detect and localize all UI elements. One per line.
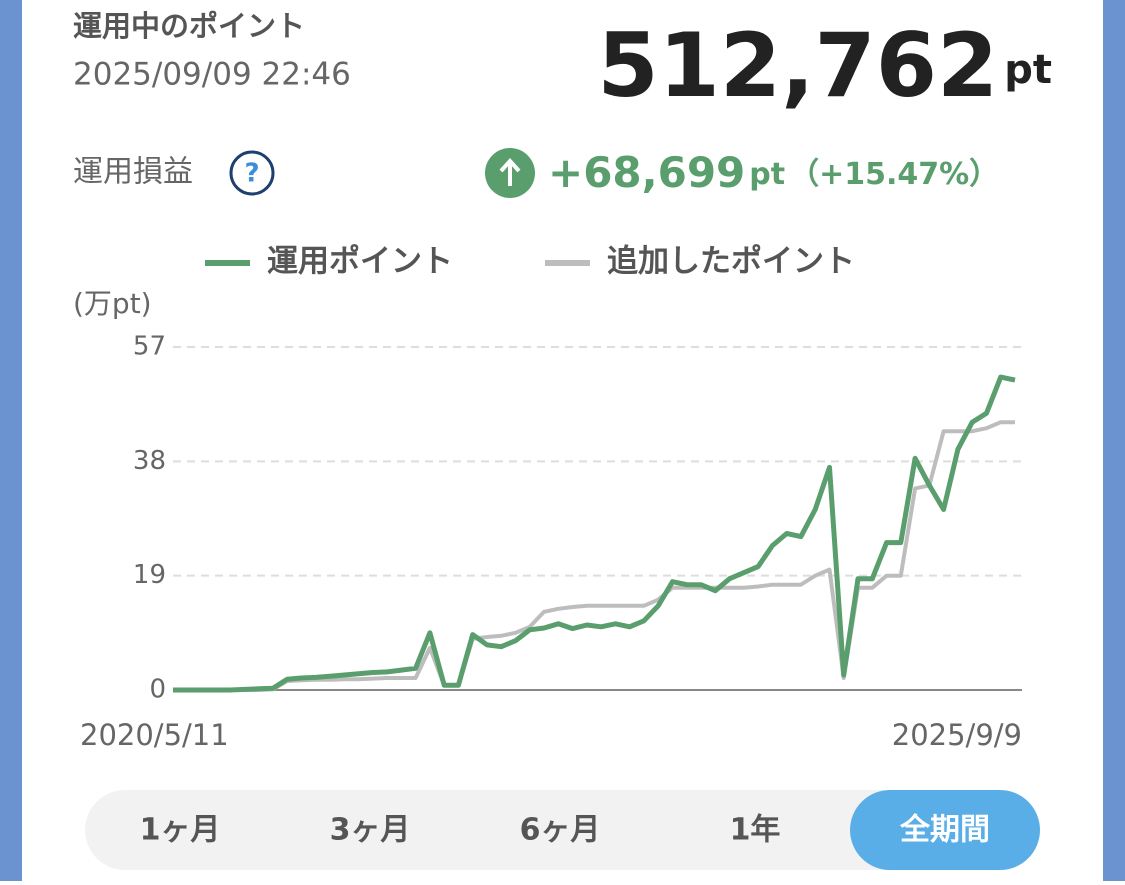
y-tick-label: 57	[133, 332, 166, 362]
y-tick-label: 38	[133, 446, 166, 476]
tab-active-bg[interactable]	[850, 790, 1040, 870]
tabs: 1ヶ月 3ヶ月 6ヶ月 1年 全期間	[140, 790, 1040, 870]
tab[interactable]: 3ヶ月	[330, 813, 411, 848]
gain-label: 運用損益	[73, 155, 193, 190]
gain: +68,699 pt （+15.47%）	[548, 148, 999, 197]
series-line	[173, 374, 1016, 693]
legend-label: 追加したポイント	[607, 244, 855, 280]
help-icon[interactable]	[229, 150, 275, 196]
chart: 0 19 38 57 2020/5/11 2025/9/9 運用ポイント 追加したポイント	[80, 244, 1022, 752]
title: 運用中のポイント	[73, 9, 305, 43]
y-axis-label: (万pt)	[73, 287, 152, 320]
datetime: 2025/09/09 22:46	[73, 57, 351, 93]
right-border	[1103, 0, 1125, 881]
help-text[interactable]: ?	[244, 159, 259, 189]
x-tick-label: 2025/9/9	[892, 718, 1022, 752]
legend-label: 運用ポイント	[267, 244, 453, 280]
x-tick-label: 2020/5/11	[80, 718, 229, 752]
gain-unit: pt	[749, 157, 785, 192]
tab[interactable]: 6ヶ月	[520, 813, 601, 848]
total: 512,762 pt	[597, 14, 1052, 117]
y-tick-label: 0	[149, 675, 166, 705]
tab[interactable]: 1年	[730, 813, 781, 848]
y-tick-label: 19	[133, 560, 166, 590]
tab-bar	[85, 790, 1040, 870]
tab-active[interactable]: 全期間	[899, 813, 990, 848]
total-unit: pt	[1004, 47, 1052, 93]
gain-value: +68,699	[548, 148, 745, 197]
up-arrow	[499, 158, 521, 186]
total-value: 512,762	[597, 14, 998, 117]
tab[interactable]: 1ヶ月	[140, 813, 221, 848]
gain-pct: （+15.47%）	[789, 157, 999, 192]
left-border	[0, 0, 22, 881]
